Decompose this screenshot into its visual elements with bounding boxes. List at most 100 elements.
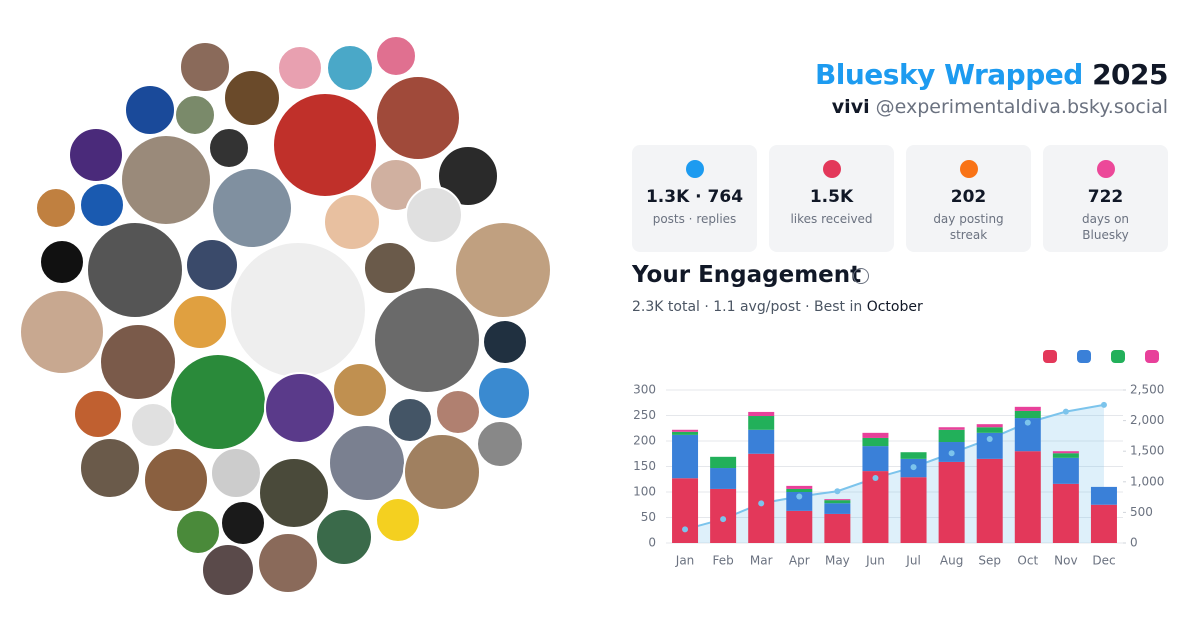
avatar[interactable] bbox=[210, 447, 262, 499]
x-tick-label: Mar bbox=[750, 554, 773, 568]
avatar[interactable] bbox=[328, 424, 406, 502]
legend-icon[interactable] bbox=[1145, 350, 1159, 363]
avatar[interactable] bbox=[19, 289, 105, 375]
line-point bbox=[872, 475, 879, 482]
avatar[interactable] bbox=[179, 41, 231, 93]
y2-tick-label: 500 bbox=[1130, 505, 1153, 519]
stat-card: 202 day posting streak bbox=[906, 145, 1031, 252]
avatar[interactable] bbox=[68, 127, 124, 183]
profile: vivi @experimentaldiva.bsky.social bbox=[832, 96, 1168, 118]
avatar[interactable] bbox=[172, 294, 228, 350]
avatar[interactable] bbox=[405, 186, 463, 244]
avatar[interactable] bbox=[387, 397, 433, 443]
line-point bbox=[986, 435, 993, 442]
legend-icon[interactable] bbox=[1111, 350, 1125, 363]
avatar[interactable] bbox=[175, 509, 221, 555]
bar-segment bbox=[672, 431, 699, 435]
y2-tick-label: 2,000 bbox=[1130, 413, 1164, 427]
bar-segment bbox=[938, 427, 965, 430]
legend-icon[interactable] bbox=[1043, 350, 1057, 363]
avatar[interactable] bbox=[258, 457, 330, 529]
wrapped-title: Bluesky Wrapped 2025 bbox=[815, 58, 1169, 91]
area bbox=[685, 404, 1104, 543]
bar-segment bbox=[862, 437, 889, 447]
avatar[interactable] bbox=[332, 362, 388, 418]
info-icon[interactable] bbox=[853, 268, 869, 284]
display-name: vivi bbox=[831, 96, 870, 118]
stat-label: days on Bluesky bbox=[1081, 212, 1130, 242]
avatar[interactable] bbox=[208, 127, 250, 169]
bar-segment bbox=[976, 458, 1003, 543]
avatar[interactable] bbox=[369, 158, 423, 212]
avatar[interactable] bbox=[223, 69, 281, 127]
avatar[interactable] bbox=[375, 497, 421, 543]
handle: @experimentaldiva.bsky.social bbox=[875, 96, 1168, 118]
legend-icon[interactable] bbox=[1077, 350, 1091, 363]
avatar[interactable] bbox=[326, 44, 374, 92]
avatar[interactable] bbox=[79, 437, 141, 499]
bar-segment bbox=[1090, 486, 1117, 505]
avatar[interactable] bbox=[277, 45, 323, 91]
avatar[interactable] bbox=[257, 532, 319, 594]
avatar[interactable] bbox=[174, 94, 216, 136]
avatar[interactable] bbox=[220, 500, 266, 546]
avatar[interactable] bbox=[73, 389, 123, 439]
stat-card: 1.3K · 764 posts · replies bbox=[632, 145, 757, 252]
bar-segment bbox=[938, 461, 965, 543]
avatar[interactable] bbox=[315, 508, 373, 566]
avatar[interactable] bbox=[143, 447, 209, 513]
avatar[interactable] bbox=[437, 145, 499, 207]
avatar[interactable] bbox=[169, 353, 267, 451]
avatar[interactable] bbox=[272, 92, 378, 198]
bar-segment bbox=[1090, 504, 1117, 543]
year: 2025 bbox=[1092, 58, 1168, 91]
avatar[interactable] bbox=[476, 420, 524, 468]
avatar[interactable] bbox=[86, 221, 184, 319]
avatar[interactable] bbox=[477, 366, 531, 420]
bar-segment bbox=[862, 446, 889, 472]
avatar[interactable] bbox=[185, 238, 239, 292]
x-tick-label: Sep bbox=[978, 554, 1001, 568]
avatar[interactable] bbox=[211, 167, 293, 249]
avatar[interactable] bbox=[323, 193, 381, 251]
bar-segment bbox=[824, 513, 851, 543]
bar-segment bbox=[1014, 406, 1041, 411]
line-point bbox=[910, 464, 917, 471]
avatar[interactable] bbox=[39, 239, 85, 285]
bar-segment bbox=[862, 432, 889, 438]
avatar[interactable] bbox=[454, 221, 552, 319]
bar-segment bbox=[786, 488, 813, 492]
avatar[interactable] bbox=[264, 372, 336, 444]
avatar[interactable] bbox=[363, 241, 417, 295]
line-point bbox=[834, 488, 841, 495]
avatar[interactable] bbox=[99, 323, 177, 401]
stat-value: 722 bbox=[1087, 187, 1124, 207]
avatar[interactable] bbox=[373, 286, 481, 394]
avatar[interactable] bbox=[124, 84, 176, 136]
avatar[interactable] bbox=[482, 319, 528, 365]
bar-segment bbox=[1014, 451, 1041, 543]
avatar[interactable] bbox=[229, 241, 367, 379]
bar-segment bbox=[710, 468, 737, 489]
avatar[interactable] bbox=[201, 543, 255, 597]
stat-label: likes received bbox=[790, 212, 873, 226]
bar-segment bbox=[900, 477, 927, 543]
avatar[interactable] bbox=[435, 389, 481, 435]
y-tick-label: 200 bbox=[633, 434, 656, 448]
bar-segment bbox=[672, 434, 699, 479]
avatar[interactable] bbox=[35, 187, 77, 229]
x-tick-label: Jan bbox=[675, 554, 695, 568]
bar-segment bbox=[710, 488, 737, 543]
bar-segment bbox=[1052, 483, 1079, 543]
avatar[interactable] bbox=[375, 75, 461, 161]
avatar[interactable] bbox=[375, 35, 417, 77]
bar-segment bbox=[786, 485, 813, 489]
y-tick-label: 150 bbox=[633, 459, 656, 473]
avatar[interactable] bbox=[120, 134, 212, 226]
avatar[interactable] bbox=[79, 182, 125, 228]
avatar[interactable] bbox=[130, 402, 176, 448]
line-point bbox=[682, 526, 689, 533]
avatar[interactable] bbox=[403, 433, 481, 511]
stat-value: 1.3K · 764 bbox=[645, 187, 744, 207]
